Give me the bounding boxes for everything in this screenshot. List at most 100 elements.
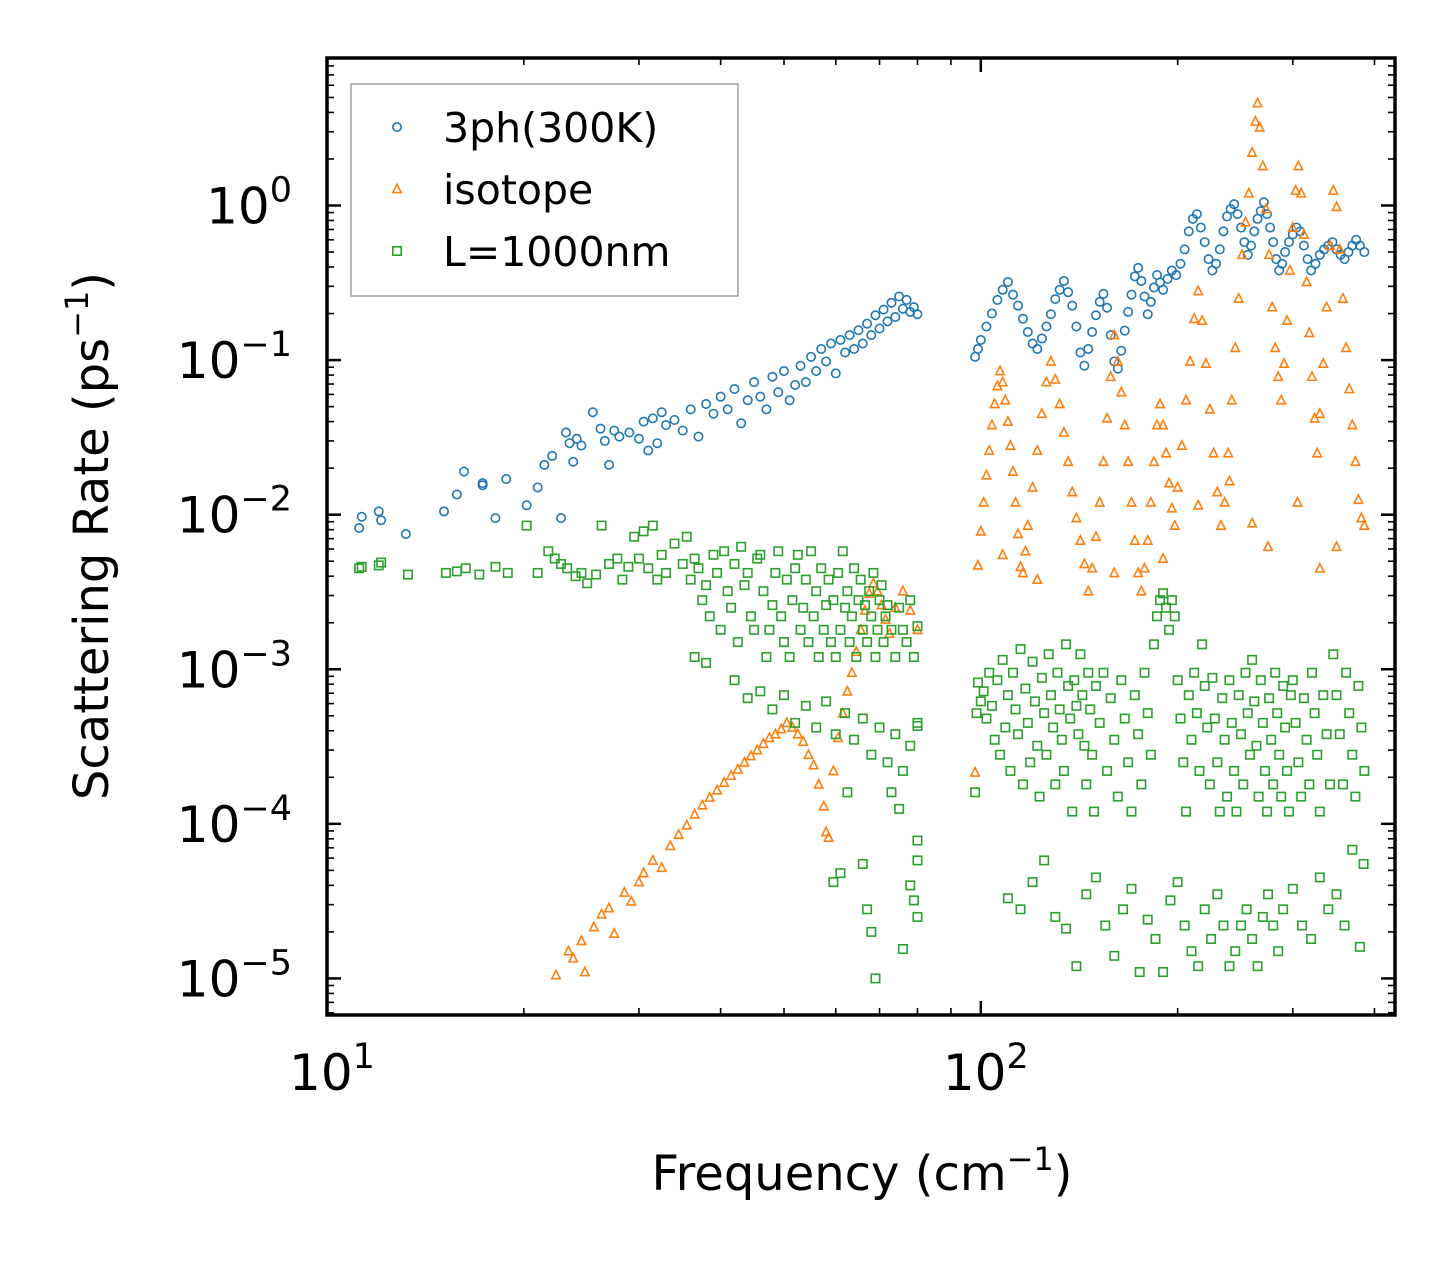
data-point (532, 482, 543, 493)
data-point (1109, 950, 1120, 961)
y-tick-label: 100 (206, 171, 292, 236)
data-point (755, 391, 766, 402)
data-point (656, 861, 668, 873)
data-point (830, 729, 841, 740)
data-point (880, 611, 891, 622)
data-point (356, 511, 367, 522)
data-point (1321, 300, 1333, 312)
data-point (1192, 284, 1204, 296)
data-point (997, 654, 1008, 665)
data-point (866, 611, 877, 622)
data-point (1242, 708, 1253, 719)
data-point (1158, 588, 1169, 599)
data-point (402, 569, 413, 580)
data-point (1169, 611, 1180, 622)
data-point (689, 553, 700, 564)
data-point (696, 798, 708, 810)
data-point (1199, 680, 1210, 691)
data-point (1002, 893, 1013, 904)
data-point (1105, 693, 1116, 704)
data-point (1179, 244, 1190, 255)
data-point (1281, 314, 1293, 326)
data-point (521, 500, 532, 511)
data-point (677, 558, 688, 569)
data-point (1268, 920, 1279, 931)
data-point (811, 366, 822, 377)
data-point (647, 413, 658, 424)
data-point (1222, 791, 1233, 802)
data-point (1105, 370, 1117, 382)
data-point (1317, 356, 1329, 368)
data-point (1214, 244, 1225, 255)
data-point (502, 567, 513, 578)
data-point (1231, 806, 1242, 817)
data-point (1337, 291, 1349, 303)
data-point (787, 595, 798, 606)
data-point (575, 934, 587, 946)
legend-item: 3ph(300K) (391, 104, 658, 152)
data-point (681, 531, 692, 542)
data-point (1126, 289, 1137, 300)
data-point (844, 330, 855, 341)
series-2 (354, 520, 1370, 984)
x-tick-label-base: 10 (289, 1044, 353, 1102)
data-point (745, 611, 756, 622)
data-point (1266, 300, 1278, 312)
data-point (1126, 806, 1137, 817)
data-point (880, 612, 892, 624)
legend: 3ph(300K) isotope L=1000nm (350, 83, 739, 297)
data-point (562, 563, 573, 574)
data-point (1312, 749, 1323, 760)
y-tick-label-exponent: 0 (270, 171, 292, 211)
data-point (908, 652, 919, 663)
data-point (1203, 254, 1214, 265)
data-point (1236, 248, 1248, 260)
data-point (980, 468, 992, 480)
data-point (1359, 765, 1370, 776)
data-point (1262, 806, 1273, 817)
data-point (1356, 722, 1367, 733)
data-point (715, 391, 726, 402)
data-point (969, 765, 981, 777)
data-point (625, 894, 637, 906)
data-point (813, 777, 825, 789)
data-point (1252, 961, 1263, 972)
data-point (820, 825, 832, 837)
data-point (669, 538, 680, 549)
data-point (1347, 749, 1358, 760)
data-point (1253, 791, 1264, 802)
data-point (693, 563, 704, 574)
data-point (1273, 946, 1284, 957)
data-point (1180, 393, 1192, 405)
data-point (1133, 262, 1144, 273)
data-point (784, 395, 795, 406)
data-point (1112, 354, 1124, 366)
data-point (1199, 904, 1210, 915)
legend-label: L=1000nm (443, 228, 670, 276)
data-point (1179, 920, 1190, 931)
data-point (1354, 941, 1365, 952)
data-point (1236, 729, 1247, 740)
data-point (618, 885, 630, 897)
data-point (1136, 275, 1147, 286)
data-point (1331, 889, 1342, 900)
y-axis-label-text: Scattering Rate (ps (64, 338, 120, 800)
data-point (1188, 312, 1200, 324)
data-point (656, 549, 667, 560)
data-point (1112, 791, 1123, 802)
data-point (1331, 200, 1343, 212)
data-point (972, 558, 984, 570)
data-point (1101, 411, 1113, 423)
y-tick-label-exponent: −5 (240, 943, 292, 983)
data-point (1255, 675, 1266, 686)
data-point (647, 853, 659, 865)
y-tick-label-base: 10 (177, 796, 241, 854)
data-point (1283, 806, 1294, 817)
data-point (1052, 667, 1063, 678)
data-point (1340, 341, 1352, 353)
data-point (1352, 493, 1364, 505)
data-point (1306, 933, 1317, 944)
data-point (1015, 644, 1026, 655)
data-point (821, 696, 832, 707)
data-point (767, 600, 778, 611)
